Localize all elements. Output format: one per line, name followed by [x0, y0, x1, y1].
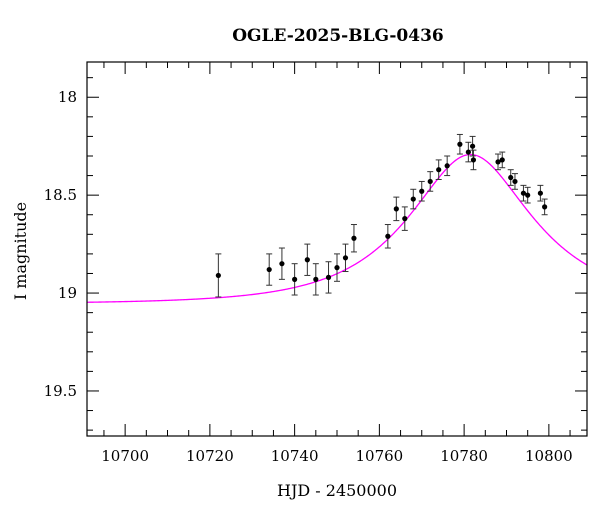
point-marker [419, 188, 425, 194]
data-point [266, 253, 273, 286]
x-tick-label: 10760 [356, 447, 404, 465]
data-point [469, 135, 476, 157]
data-point [499, 151, 506, 169]
data-point [291, 263, 298, 296]
point-marker [457, 141, 463, 147]
axes: 10700 10720 10740 10760 10780 10800 18 18.5 19 19… [44, 61, 588, 465]
data-point [537, 184, 544, 202]
point-marker [499, 157, 505, 163]
chart-title: OGLE-2025-BLG-0436 [232, 26, 444, 46]
data-point [524, 186, 531, 204]
data-point [342, 243, 349, 273]
data-point [384, 224, 391, 249]
x-tick-label: 10780 [440, 447, 488, 465]
data-point [511, 173, 518, 190]
data-point [444, 155, 451, 177]
point-marker [427, 178, 433, 185]
y-axis-label: I magnitude [11, 202, 30, 300]
point-marker [525, 192, 531, 198]
data-point [401, 206, 408, 231]
y-tick-label: 19 [58, 284, 77, 302]
data-point [304, 243, 311, 276]
data-point [456, 133, 463, 155]
y-tick-label: 18 [58, 88, 77, 106]
data-point [278, 247, 285, 280]
point-marker [351, 235, 357, 241]
point-marker [512, 178, 518, 185]
point-marker [469, 143, 476, 149]
data-point [435, 159, 442, 180]
point-marker [334, 265, 340, 271]
data-point [427, 171, 434, 192]
point-marker [508, 174, 514, 181]
data-point [393, 196, 400, 222]
data-point [465, 141, 472, 163]
point-marker [313, 276, 319, 282]
y-tick-label: 19.5 [44, 382, 77, 400]
point-marker [292, 276, 298, 282]
x-tick-label: 10740 [271, 447, 319, 465]
point-marker [279, 261, 285, 267]
point-marker [304, 257, 310, 263]
x-tick-label: 10800 [525, 447, 573, 465]
data-point [418, 180, 425, 202]
point-marker [465, 149, 471, 155]
y-tick-label: 18.5 [44, 186, 77, 204]
x-tick-label: 10700 [101, 447, 149, 465]
data-point [470, 149, 477, 171]
data-point [334, 253, 340, 282]
point-marker [342, 255, 349, 261]
point-marker [495, 159, 501, 165]
data-point [325, 261, 332, 294]
point-marker [325, 274, 332, 280]
data-point [312, 263, 319, 296]
point-marker [520, 190, 527, 196]
data-point [520, 184, 527, 202]
point-marker [470, 157, 477, 163]
data-point [507, 169, 514, 186]
point-marker [436, 167, 442, 173]
data-point [410, 188, 417, 210]
data-point [350, 224, 357, 253]
data-point [215, 253, 222, 298]
point-marker [444, 163, 450, 169]
point-marker [266, 266, 272, 273]
point-marker [537, 190, 543, 196]
plot-frame [86, 61, 588, 437]
point-marker [410, 196, 416, 202]
point-marker [402, 216, 408, 222]
point-marker [542, 204, 548, 210]
x-tick-label: 10720 [186, 447, 234, 465]
point-marker [385, 233, 391, 239]
point-marker [215, 272, 221, 279]
point-marker [393, 206, 399, 212]
x-axis-label: HJD - 2450000 [277, 481, 397, 500]
data-point [541, 198, 548, 216]
data-point [495, 153, 502, 171]
